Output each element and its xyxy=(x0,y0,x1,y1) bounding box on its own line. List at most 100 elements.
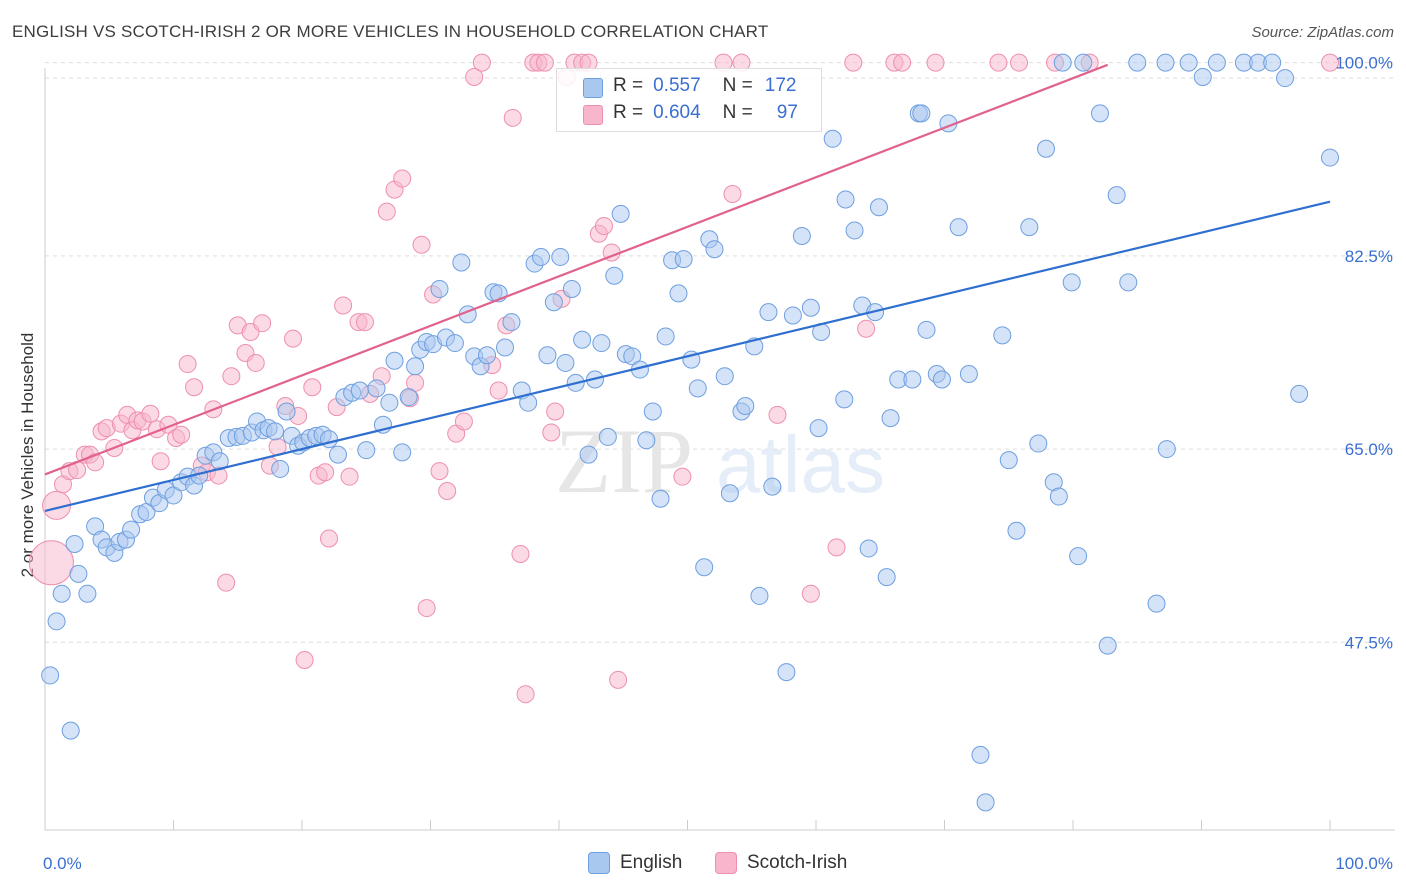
english-point xyxy=(277,402,296,421)
english-point xyxy=(496,338,515,357)
english-point xyxy=(1119,273,1138,292)
english-point xyxy=(393,443,412,462)
scotch-irish-point xyxy=(511,544,530,563)
scotch-irish-point xyxy=(926,53,945,72)
english-point xyxy=(917,320,936,339)
english-point xyxy=(611,204,630,223)
english-point xyxy=(1020,218,1039,237)
english-n-label: N = xyxy=(722,75,753,96)
scotch-r-label: R = xyxy=(613,102,644,123)
english-point xyxy=(1098,636,1117,655)
scotch-irish-point xyxy=(151,452,170,471)
english-point xyxy=(792,226,811,245)
english-point xyxy=(367,379,386,398)
scotch-irish-legend-label: Scotch-Irish xyxy=(747,852,848,873)
english-point xyxy=(1128,53,1147,72)
scotch-irish-point xyxy=(542,423,561,442)
english-point xyxy=(720,484,739,503)
scotch-irish-point xyxy=(295,650,314,669)
english-r-value: 0.557 xyxy=(653,75,701,96)
y-tick-label: 65.0% xyxy=(1345,440,1393,459)
english-point xyxy=(380,393,399,412)
english-point xyxy=(1107,186,1126,205)
english-point xyxy=(674,250,693,269)
english-n-value: 172 xyxy=(764,75,797,96)
english-point xyxy=(637,431,656,450)
scotch-irish-point xyxy=(844,53,863,72)
english-legend-label: English xyxy=(620,852,683,873)
y-tick-label: 47.5% xyxy=(1345,633,1393,652)
watermark-zip: ZIP xyxy=(555,410,693,512)
english-stats-row: R = 0.557 N = 172 xyxy=(613,75,796,97)
english-point xyxy=(763,477,782,496)
scotch-irish-point xyxy=(222,367,241,386)
scotch-irish-point xyxy=(319,529,338,548)
scotch-irish-point xyxy=(28,540,74,586)
english-point xyxy=(750,586,769,605)
english-point xyxy=(993,326,1012,345)
english-point xyxy=(164,486,183,505)
english-point xyxy=(971,745,990,764)
english-point xyxy=(65,535,84,554)
english-point xyxy=(502,313,521,332)
english-point xyxy=(903,370,922,389)
scotch-irish-stats-row: R = 0.604 N = 97 xyxy=(613,102,798,124)
english-point xyxy=(1179,53,1198,72)
english-point xyxy=(669,284,688,303)
english-point xyxy=(61,721,80,740)
english-point xyxy=(777,663,796,682)
scotch-irish-point xyxy=(989,53,1008,72)
watermark-atlas: atlas xyxy=(716,420,885,509)
scotch-irish-point xyxy=(503,108,522,127)
english-point xyxy=(562,279,581,298)
english-point xyxy=(1069,547,1088,566)
bottom-legend-english: English xyxy=(588,852,682,874)
english-point xyxy=(52,584,71,603)
scotch-irish-point xyxy=(178,355,197,374)
english-point xyxy=(959,364,978,383)
scotch-irish-point xyxy=(673,467,692,486)
chart-title: ENGLISH VS SCOTCH-IRISH 2 OR MORE VEHICL… xyxy=(12,22,769,41)
english-point xyxy=(1263,53,1282,72)
scotch-irish-point xyxy=(1321,53,1339,72)
english-point xyxy=(1049,487,1068,506)
y-tick-label: 82.5% xyxy=(1345,247,1393,266)
scotch-irish-point xyxy=(801,584,820,603)
tick-labels: 47.5% 65.0% 82.5% 100.0% 0.0% 100.0% xyxy=(43,54,1393,873)
english-point xyxy=(836,190,855,209)
scotch-irish-point xyxy=(594,217,613,236)
english-point xyxy=(1090,104,1109,123)
english-trend-line xyxy=(44,200,1331,512)
english-point xyxy=(877,568,896,587)
english-point xyxy=(538,346,557,365)
scotch-irish-point xyxy=(316,463,335,482)
axes xyxy=(44,68,1395,831)
english-point xyxy=(1290,384,1309,403)
english-point xyxy=(605,266,624,285)
english-point xyxy=(705,240,724,259)
english-point xyxy=(999,451,1018,470)
scotch-irish-point xyxy=(217,573,236,592)
english-point xyxy=(656,327,675,346)
english-point xyxy=(695,558,714,577)
trend-lines xyxy=(44,63,1331,512)
watermark: ZIP atlas xyxy=(555,410,885,512)
english-point xyxy=(47,612,66,631)
scotch-irish-point xyxy=(412,235,431,254)
english-point xyxy=(651,489,670,508)
english-point xyxy=(809,419,828,438)
english-point xyxy=(783,306,802,325)
english-point xyxy=(643,402,662,421)
english-point xyxy=(69,564,88,583)
scotch-irish-point xyxy=(86,453,105,472)
english-point xyxy=(881,409,900,428)
scotch-irish-point xyxy=(827,538,846,557)
scotch-irish-point xyxy=(340,467,359,486)
english-point xyxy=(350,381,369,400)
english-point xyxy=(869,198,888,217)
english-point xyxy=(556,353,575,372)
scotch-irish-point xyxy=(172,425,191,444)
scotch-irish-point xyxy=(609,670,628,689)
scotch-irish-point xyxy=(438,482,457,501)
